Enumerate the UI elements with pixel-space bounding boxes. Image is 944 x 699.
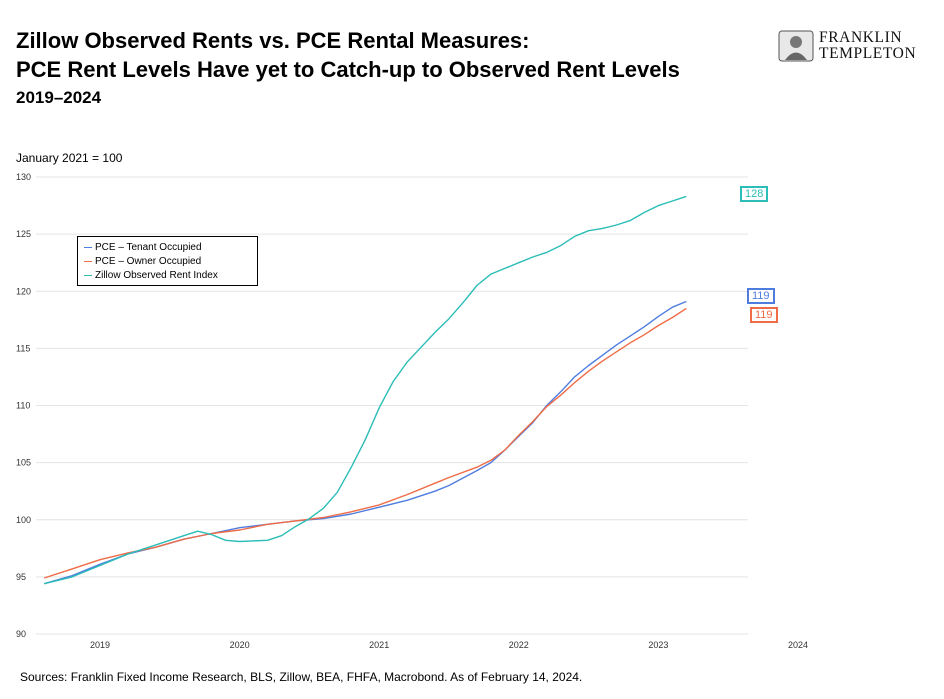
x-tick-label: 2020 [230,640,250,650]
series-line-2 [44,195,687,585]
x-tick-label: 2019 [90,640,110,650]
title-line-1: Zillow Observed Rents vs. PCE Rental Mea… [16,28,530,53]
y-tick-label: 120 [16,286,31,296]
y-tick-label: 130 [16,172,31,182]
y-tick-label: 90 [16,629,26,639]
end-label-tenant: 119 [747,288,775,304]
legend-swatch-owner [84,260,92,262]
franklin-templeton-logo: FRANKLIN TEMPLETON [778,30,928,64]
y-tick-label: 115 [16,343,30,353]
series-line-0 [44,300,687,585]
x-tick-label: 2022 [509,640,529,650]
chart-legend: PCE – Tenant Occupied PCE – Owner Occupi… [77,236,258,286]
legend-swatch-tenant [84,246,92,248]
y-tick-label: 95 [16,572,26,582]
legend-item-zillow: Zillow Observed Rent Index [78,268,257,282]
chart-subtitle: 2019–2024 [16,88,102,107]
y-tick-label: 110 [16,401,30,411]
legend-label-zillow: Zillow Observed Rent Index [95,269,218,281]
legend-label-owner: PCE – Owner Occupied [95,255,202,267]
legend-item-tenant: PCE – Tenant Occupied [78,240,257,254]
y-tick-label: 125 [16,229,31,239]
legend-swatch-zillow [84,274,92,276]
x-tick-label: 2024 [788,640,808,650]
series-line-1 [43,307,687,579]
y-axis-unit-note: January 2021 = 100 [16,151,123,165]
legend-item-owner: PCE – Owner Occupied [78,254,257,268]
logo-line-2: TEMPLETON [819,45,917,62]
logo-line-1: FRANKLIN [819,29,903,46]
legend-label-tenant: PCE – Tenant Occupied [95,241,202,253]
y-tick-label: 100 [16,515,31,525]
source-note: Sources: Franklin Fixed Income Research,… [20,670,583,684]
x-tick-label: 2023 [648,640,668,650]
chart-title: Zillow Observed Rents vs. PCE Rental Mea… [16,26,680,84]
portrait-icon [778,30,814,62]
title-line-2: PCE Rent Levels Have yet to Catch-up to … [16,57,680,82]
end-label-owner: 119 [750,307,778,323]
x-tick-label: 2021 [369,640,389,650]
end-label-zillow: 128 [740,186,769,202]
y-tick-label: 105 [16,458,31,468]
